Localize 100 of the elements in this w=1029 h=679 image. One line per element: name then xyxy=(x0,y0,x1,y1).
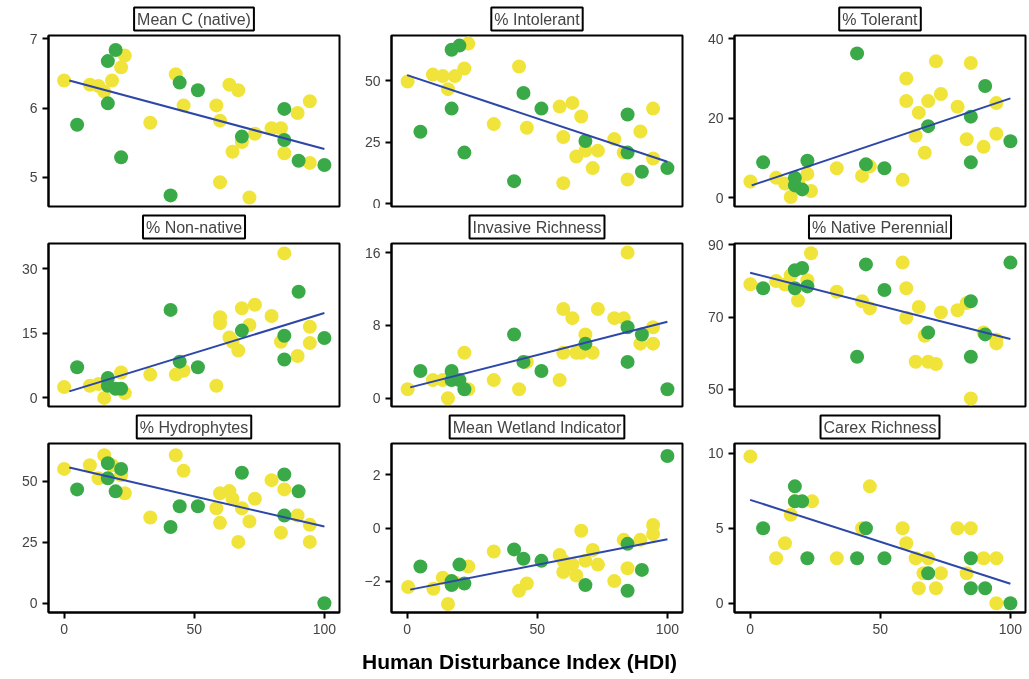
x-tick-label: 0 xyxy=(746,620,755,637)
point xyxy=(928,581,943,596)
point xyxy=(247,491,262,506)
point xyxy=(452,38,467,53)
point xyxy=(507,174,522,189)
y-tick-label: 25 xyxy=(364,134,381,151)
y-tick-label: 15 xyxy=(21,325,38,342)
point xyxy=(114,60,129,75)
point xyxy=(950,99,965,114)
point xyxy=(277,146,292,161)
chart-title: % Non-native xyxy=(145,218,243,236)
point xyxy=(190,360,205,375)
point xyxy=(862,479,877,494)
point xyxy=(921,94,936,109)
point xyxy=(620,354,635,369)
point xyxy=(209,378,224,393)
point xyxy=(264,473,279,488)
point xyxy=(756,155,771,170)
x-tick-label: 100 xyxy=(312,620,337,637)
point xyxy=(231,534,246,549)
chart-title: Mean Wetland Indicator xyxy=(452,418,623,436)
point xyxy=(855,168,870,183)
y-tick-label: 10 xyxy=(707,445,724,462)
point xyxy=(829,551,844,566)
point xyxy=(590,143,605,158)
point xyxy=(143,367,158,382)
point xyxy=(234,323,249,338)
y-tick-label: 30 xyxy=(21,260,38,277)
point xyxy=(850,349,865,364)
point xyxy=(963,581,978,596)
point xyxy=(756,281,771,296)
point xyxy=(921,325,936,340)
point xyxy=(440,391,455,406)
x-tick-label: 0 xyxy=(60,620,69,637)
y-tick-label: 0 xyxy=(372,520,381,537)
y-tick-label: 2 xyxy=(372,466,381,483)
chart-title: Invasive Richness xyxy=(472,218,602,236)
point xyxy=(578,134,593,149)
y-tick-label: 50 xyxy=(364,72,381,89)
y-tick-label: 50 xyxy=(707,381,724,398)
point xyxy=(877,283,892,298)
point xyxy=(778,536,792,551)
point xyxy=(743,449,758,464)
point xyxy=(607,574,622,589)
point xyxy=(899,536,914,551)
point xyxy=(444,101,459,116)
point xyxy=(769,551,784,566)
point xyxy=(829,161,844,176)
point xyxy=(921,566,936,581)
point xyxy=(225,144,240,159)
y-tick-label: 0 xyxy=(372,390,381,407)
point xyxy=(933,566,948,581)
y-tick-label: 40 xyxy=(707,30,724,47)
chart-title: % Native Perennial xyxy=(811,218,949,236)
point xyxy=(895,255,910,270)
point xyxy=(928,54,943,69)
point xyxy=(435,69,450,84)
point xyxy=(317,596,332,611)
y-tick-label: 6 xyxy=(29,100,38,117)
point xyxy=(534,101,549,116)
point xyxy=(242,190,257,205)
point xyxy=(440,597,455,611)
point xyxy=(791,293,806,308)
point xyxy=(213,515,228,530)
y-tick-label: 0 xyxy=(372,195,381,212)
point xyxy=(507,327,522,342)
point xyxy=(277,482,292,497)
point xyxy=(457,145,472,160)
point xyxy=(401,579,416,594)
x-axis-title: Human Disturbance Index (HDI) xyxy=(361,649,678,675)
point xyxy=(795,182,810,197)
y-tick-label: 0 xyxy=(715,189,724,206)
point xyxy=(172,499,187,514)
point xyxy=(317,157,332,172)
point xyxy=(234,129,249,144)
point xyxy=(899,281,914,296)
y-tick-label: 5 xyxy=(29,169,38,186)
point xyxy=(574,523,589,538)
point xyxy=(950,303,965,318)
point xyxy=(899,94,914,109)
point xyxy=(317,330,332,345)
y-tick-label: 7 xyxy=(29,30,38,47)
point xyxy=(963,551,978,566)
point xyxy=(620,561,635,576)
point xyxy=(143,510,158,525)
x-tick-label: 100 xyxy=(998,620,1023,637)
point xyxy=(565,311,580,326)
point xyxy=(302,155,317,170)
point xyxy=(57,461,72,476)
point xyxy=(895,172,910,187)
y-tick-label: −2 xyxy=(364,573,381,590)
point xyxy=(302,94,317,109)
point xyxy=(400,382,415,397)
point xyxy=(978,581,993,596)
point xyxy=(302,319,317,334)
point xyxy=(512,382,527,397)
point xyxy=(620,172,635,187)
point xyxy=(291,153,306,168)
point xyxy=(959,132,974,147)
point xyxy=(242,514,257,529)
